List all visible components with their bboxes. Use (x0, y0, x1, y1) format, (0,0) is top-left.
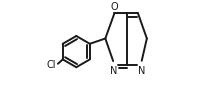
Text: N: N (137, 65, 144, 75)
Text: Cl: Cl (46, 60, 56, 70)
Text: O: O (110, 2, 118, 12)
Text: N: N (110, 65, 117, 75)
